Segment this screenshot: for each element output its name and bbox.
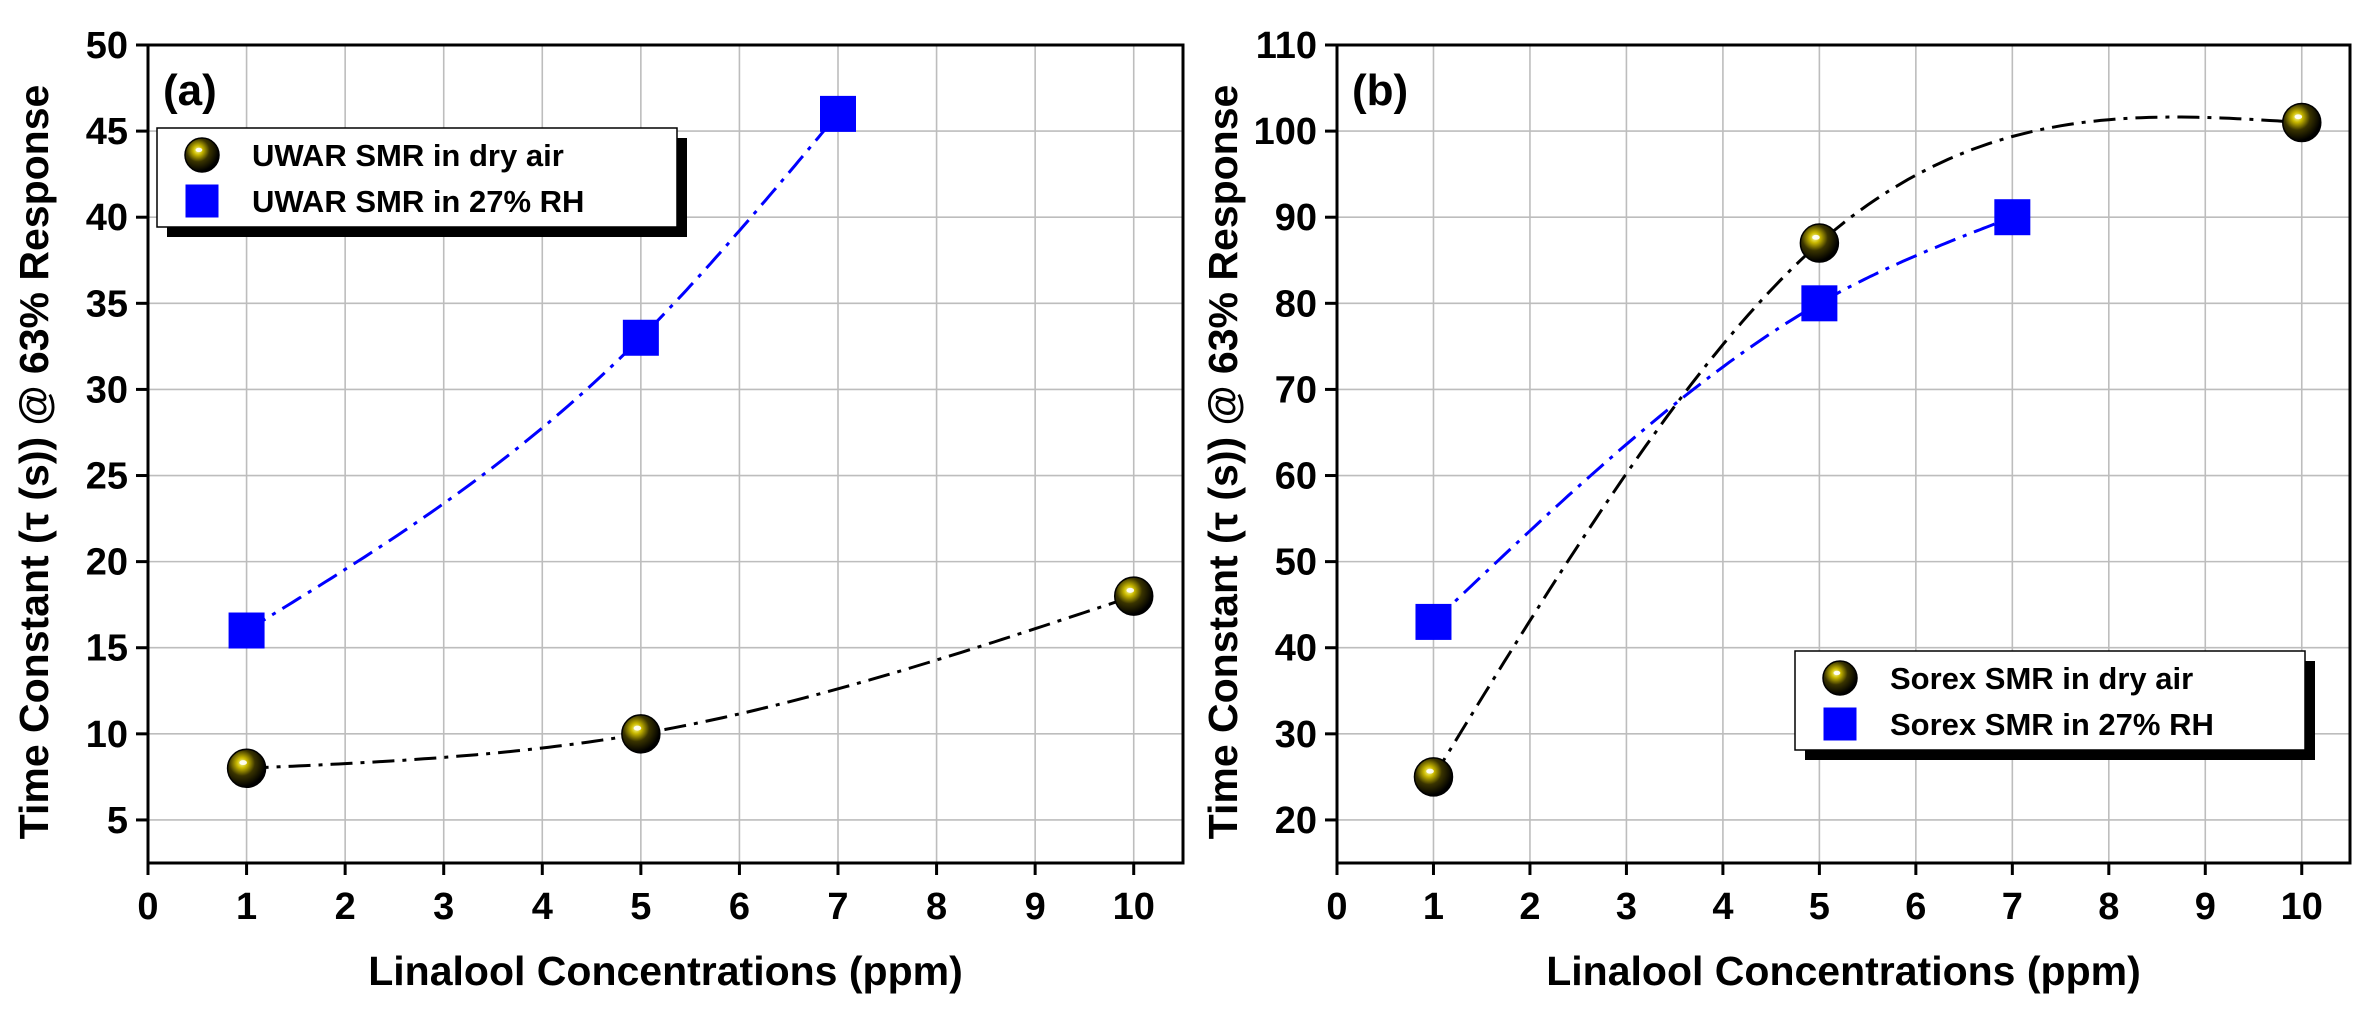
legend-label: UWAR SMR in 27% RH [252,184,584,219]
y-axis-title: Time Constant (τ (s)) @ 63% Response [1200,85,1246,840]
x-tick-label: 1 [1423,886,1444,928]
legend: Sorex SMR in dry air Sorex SMR in 27% RH [1794,650,2315,760]
legend-marker [1822,660,1858,696]
x-tick-label: 2 [1519,886,1540,928]
legend: UWAR SMR in dry air UWAR SMR in 27% RH [156,127,687,237]
x-tick-label: 7 [827,886,848,928]
y-tick-label: 20 [86,542,128,584]
x-tick-label: 4 [1712,886,1733,928]
data-point [621,714,661,754]
y-tick-label: 30 [1275,714,1317,756]
legend-box [156,127,678,228]
sphere-marker-highlight [1126,587,1135,593]
legend-label: UWAR SMR in dry air [252,138,564,173]
data-point [1994,199,2031,236]
y-tick-label: 15 [86,628,128,670]
panel-label: (a) [163,66,217,115]
x-tick-label: 9 [1025,886,1046,928]
y-tick-label: 100 [1254,111,1317,153]
sphere-marker-highlight [2294,114,2303,120]
data-point [228,612,265,649]
x-tick-label: 5 [630,886,651,928]
y-tick-label: 45 [86,111,128,153]
plot-frame [1335,43,2352,865]
sphere-marker-highlight [1426,768,1434,774]
x-tick-label: 0 [137,886,158,928]
x-tick-label: 3 [1616,886,1637,928]
sphere-marker-highlight [633,725,642,731]
y-tick-label: 5 [107,800,128,842]
legend-box [1794,650,2306,751]
y-tick-label: 35 [86,283,128,325]
legend-marker [1823,707,1857,741]
y-tick-label: 60 [1275,456,1317,498]
x-tick-label: 10 [2281,886,2323,928]
y-tick-label: 20 [1275,800,1317,842]
panel-label: (b) [1352,66,1408,115]
x-tick-label: 7 [2002,886,2023,928]
y-tick-label: 30 [86,369,128,411]
sphere-marker-highlight [239,760,247,766]
plot-frame [146,43,1185,865]
y-tick-label: 50 [1275,542,1317,584]
data-point [622,319,659,356]
x-tick-label: 6 [729,886,750,928]
sphere-marker-highlight [1833,670,1841,676]
legend-label: Sorex SMR in 27% RH [1890,707,2214,742]
x-tick-label: 3 [433,886,454,928]
data-point [820,95,856,132]
sphere-marker-body [1822,660,1858,696]
chart-panel-b: 0 1 2 3 4 5 6 7 8 9 10 20 30 40 50 60 70 80 90 100 110 Linalo… [1200,25,2352,994]
sphere-marker-body [1799,223,1840,263]
sphere-marker-body [2282,102,2322,143]
x-axis-title: Linalool Concentrations (ppm) [368,948,962,994]
data-point [226,748,267,789]
y-tick-label: 10 [86,714,128,756]
y-axis-title: Time Constant (τ (s)) @ 63% Response [11,85,57,840]
series-curve-1 [1432,215,2013,623]
sphere-marker-highlight [195,147,203,153]
y-tick-label: 70 [1275,369,1317,411]
data-point [1413,757,1454,797]
y-tick-label: 40 [1275,628,1317,670]
x-tick-label: 1 [236,886,257,928]
x-tick-label: 10 [1113,886,1155,928]
y-tick-label: 25 [86,456,128,498]
sphere-marker-highlight [1812,234,1820,240]
sphere-marker-body [1413,757,1454,797]
x-tick-label: 9 [2195,886,2216,928]
y-tick-label: 90 [1275,197,1317,239]
y-tick-label: 50 [86,25,128,67]
x-tick-label: 6 [1905,886,1926,928]
y-tick-label: 110 [1256,25,1317,67]
x-tick-label: 0 [1326,886,1347,928]
sphere-marker-body [226,748,267,789]
x-tick-label: 8 [926,886,947,928]
data-point [1113,576,1154,616]
sphere-marker-body [184,137,220,173]
legend-marker [185,184,219,218]
x-tick-label: 4 [532,886,553,928]
series-curve-0 [246,594,1135,770]
y-tick-label: 80 [1275,283,1317,325]
legend-label: Sorex SMR in dry air [1890,661,2193,696]
data-point [2282,102,2322,143]
x-axis-title: Linalool Concentrations (ppm) [1546,948,2140,994]
x-tick-label: 5 [1809,886,1830,928]
x-tick-label: 2 [335,886,356,928]
sphere-marker-body [621,714,661,754]
y-tick-label: 40 [86,197,128,239]
chart-panel-a: 0 1 2 3 4 5 6 7 8 9 105101520253035404550Linalool … [11,25,1185,994]
data-point [1799,223,1840,263]
sphere-marker-body [1113,576,1154,616]
data-point [1801,285,1838,322]
data-point [1415,603,1452,640]
x-tick-label: 8 [2098,886,2119,928]
legend-marker [184,137,220,173]
